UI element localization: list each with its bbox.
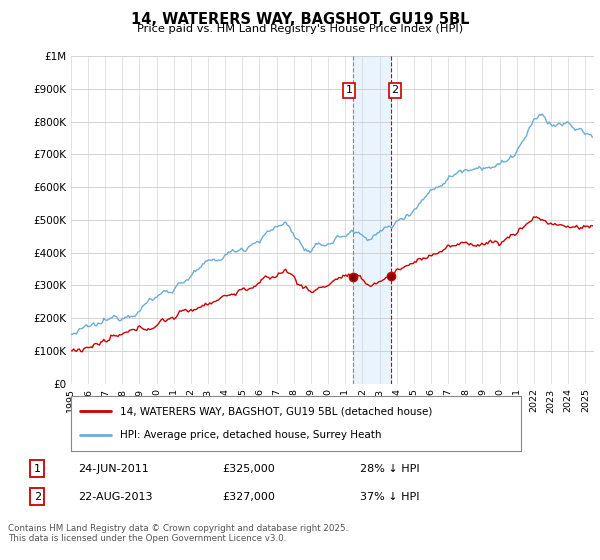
Text: 1: 1 [346,85,353,95]
Text: 22-AUG-2013: 22-AUG-2013 [78,492,152,502]
Text: 37% ↓ HPI: 37% ↓ HPI [360,492,419,502]
Text: 2: 2 [34,492,41,502]
Text: Contains HM Land Registry data © Crown copyright and database right 2025.
This d: Contains HM Land Registry data © Crown c… [8,524,348,543]
Text: 14, WATERERS WAY, BAGSHOT, GU19 5BL (detached house): 14, WATERERS WAY, BAGSHOT, GU19 5BL (det… [120,407,433,416]
Text: Price paid vs. HM Land Registry's House Price Index (HPI): Price paid vs. HM Land Registry's House … [137,24,463,34]
Text: 28% ↓ HPI: 28% ↓ HPI [360,464,419,474]
Text: 1: 1 [34,464,41,474]
Text: £325,000: £325,000 [222,464,275,474]
Text: HPI: Average price, detached house, Surrey Heath: HPI: Average price, detached house, Surr… [120,431,382,440]
Text: 24-JUN-2011: 24-JUN-2011 [78,464,149,474]
Bar [353,56,391,384]
Text: 14, WATERERS WAY, BAGSHOT, GU19 5BL: 14, WATERERS WAY, BAGSHOT, GU19 5BL [131,12,469,27]
Text: £327,000: £327,000 [222,492,275,502]
Text: 2: 2 [391,85,398,95]
